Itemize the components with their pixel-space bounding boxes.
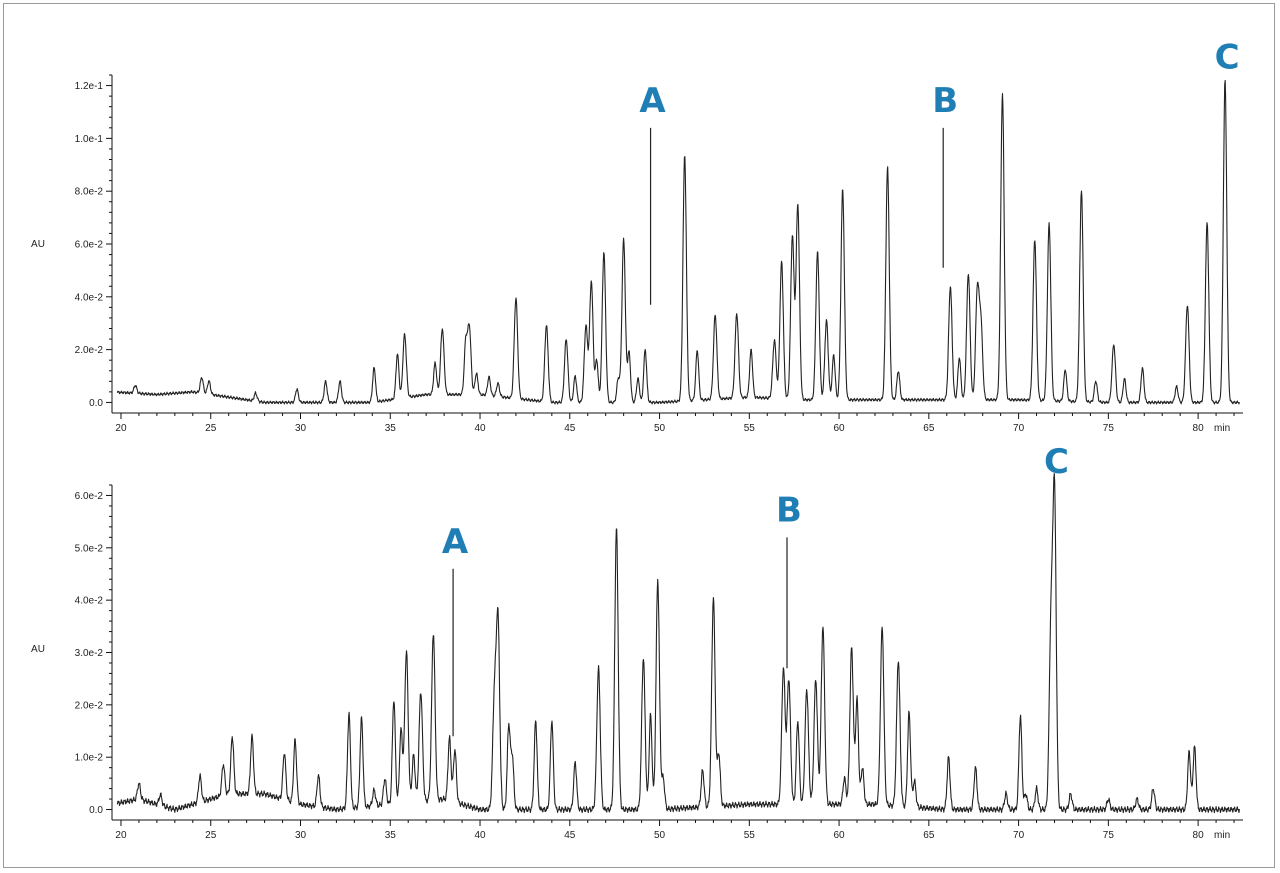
x-tick-label: 75 <box>1103 830 1115 841</box>
chart-panel-1: 20 25 30 35 40 45 50 55 60 65 70 75 80 min 0.0 2.0e-2 4.… <box>31 37 1243 434</box>
y-tick-label: 1.0e-1 <box>75 134 104 145</box>
annotation-label-a: A <box>639 81 666 121</box>
y-tick-label: 3.0e-2 <box>75 648 104 659</box>
x-tick-label: 50 <box>654 830 666 841</box>
x-tick-label: 30 <box>295 423 307 434</box>
x-tick-label: 55 <box>744 423 756 434</box>
x-tick-label: 20 <box>115 423 127 434</box>
annotation-label-a: A <box>442 522 469 562</box>
x-tick-label: 25 <box>205 423 217 434</box>
y-tick-label: 1.2e-1 <box>75 81 104 92</box>
x-tick-label: 20 <box>115 830 127 841</box>
x-tick-label: 75 <box>1103 423 1115 434</box>
x-tick-label: 35 <box>385 830 397 841</box>
x-tick-label: 70 <box>1013 830 1025 841</box>
x-tick-label: 80 <box>1193 423 1205 434</box>
x-tick-label: 40 <box>474 423 486 434</box>
chromatogram-trace <box>116 473 1240 814</box>
y-tick-label: 1.0e-2 <box>75 753 104 764</box>
y-tick-label: 2.0e-2 <box>75 345 104 356</box>
x-tick-label: 65 <box>923 423 935 434</box>
x-tick-label: 45 <box>564 830 576 841</box>
x-tick-label: 80 <box>1193 830 1205 841</box>
y-axis-label: AU <box>31 644 45 655</box>
y-tick-label: 2.0e-2 <box>75 700 104 711</box>
y-axis-label: AU <box>31 239 45 250</box>
x-unit-label: min <box>1214 423 1230 434</box>
x-tick-label: 30 <box>295 830 307 841</box>
x-tick-label: 35 <box>385 423 397 434</box>
x-tick-label: 45 <box>564 423 576 434</box>
x-unit-label: min <box>1214 830 1230 841</box>
y-tick-label: 4.0e-2 <box>75 596 104 607</box>
y-tick-label: 0.0 <box>89 398 103 409</box>
annotation-label-c: C <box>1215 37 1240 77</box>
x-tick-label: 60 <box>834 423 846 434</box>
x-tick-label: 25 <box>205 830 217 841</box>
y-tick-label: 8.0e-2 <box>75 187 104 198</box>
y-tick-label: 6.0e-2 <box>75 491 104 502</box>
y-tick-label: 5.0e-2 <box>75 543 104 554</box>
figure-frame <box>3 3 1275 868</box>
annotation-label-b: B <box>776 490 802 530</box>
x-tick-label: 70 <box>1013 423 1025 434</box>
x-tick-label: 65 <box>923 830 935 841</box>
y-tick-label: 0.0 <box>89 805 103 816</box>
y-tick-label: 6.0e-2 <box>75 240 104 251</box>
x-tick-label: 60 <box>834 830 846 841</box>
x-tick-label: 55 <box>744 830 756 841</box>
annotation-label-c: C <box>1044 442 1069 482</box>
annotation-label-b: B <box>932 81 958 121</box>
x-tick-label: 40 <box>474 830 486 841</box>
chromatogram-trace <box>116 79 1240 405</box>
y-tick-label: 4.0e-2 <box>75 292 104 303</box>
x-tick-label: 50 <box>654 423 666 434</box>
chart-panel-2: 20 25 30 35 40 45 50 55 60 65 70 75 80 min 0.0 1.0e-2 2.… <box>31 442 1243 841</box>
